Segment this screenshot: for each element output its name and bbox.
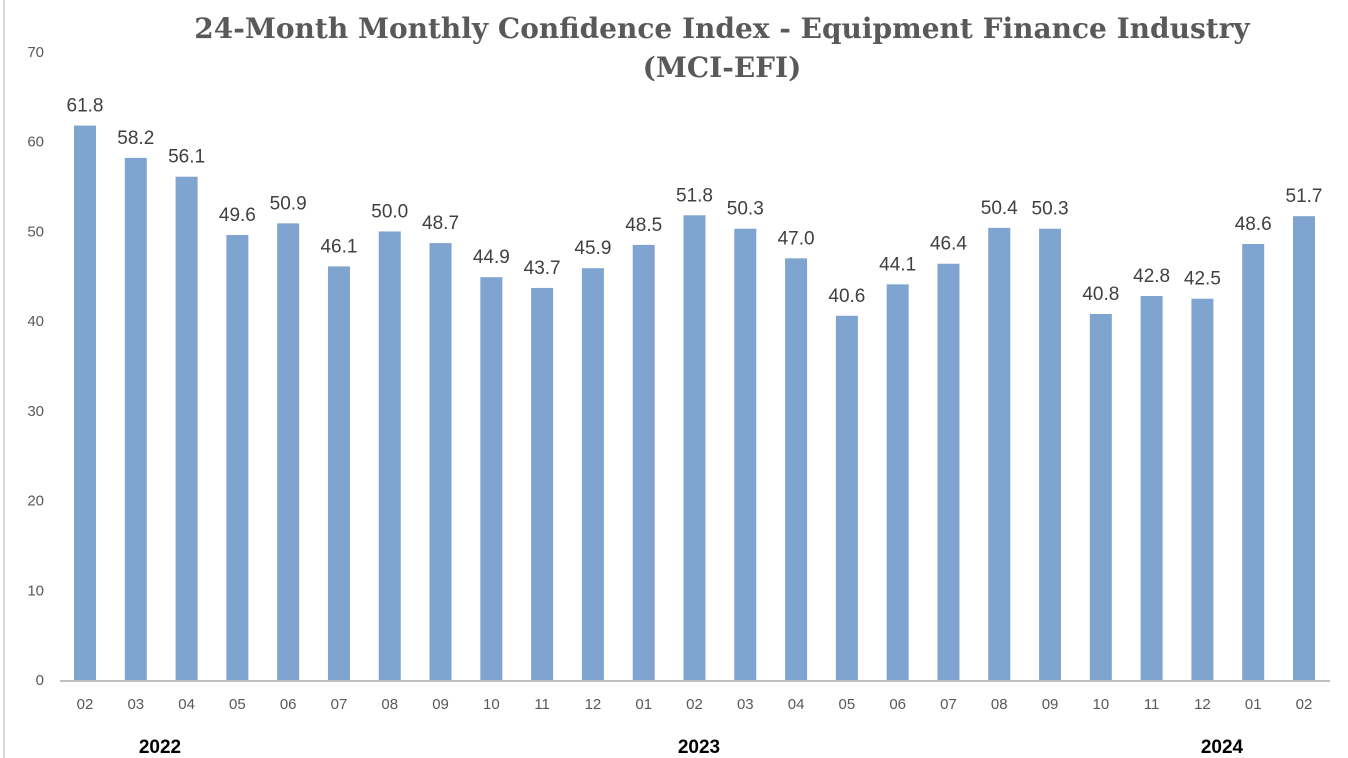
data-label: 47.0 xyxy=(778,228,815,249)
x-tick-label: 07 xyxy=(940,696,957,713)
bar xyxy=(886,284,909,681)
chart-frame-border xyxy=(3,0,5,758)
bar xyxy=(429,243,452,681)
y-tick-label: 0 xyxy=(36,672,44,689)
bar xyxy=(785,258,808,681)
year-group-label: 2023 xyxy=(678,737,720,758)
y-tick-label: 20 xyxy=(27,493,44,510)
y-tick-label: 40 xyxy=(27,313,44,330)
data-label: 40.6 xyxy=(828,286,865,307)
x-tick-label: 11 xyxy=(1144,696,1160,713)
year-group-label: 2024 xyxy=(1201,737,1244,758)
data-label: 61.8 xyxy=(67,96,104,117)
x-tick-label: 12 xyxy=(585,696,602,713)
data-label: 48.5 xyxy=(625,215,662,236)
bar xyxy=(937,263,960,681)
bar xyxy=(480,277,503,681)
bar xyxy=(734,228,757,682)
x-tick-label: 02 xyxy=(1296,696,1313,713)
data-label: 42.8 xyxy=(1133,266,1170,287)
data-label: 45.9 xyxy=(574,238,611,259)
data-label: 42.5 xyxy=(1184,269,1221,290)
data-label: 46.1 xyxy=(320,236,357,257)
bar xyxy=(835,315,858,681)
data-label: 51.8 xyxy=(676,185,713,206)
bar xyxy=(1039,228,1062,682)
data-label: 50.4 xyxy=(981,198,1018,219)
y-tick-label: 70 xyxy=(27,44,44,61)
x-tick-label: 10 xyxy=(483,696,500,713)
data-label: 56.1 xyxy=(168,147,205,168)
bar xyxy=(378,231,401,681)
data-label: 48.7 xyxy=(422,213,459,234)
data-label: 40.8 xyxy=(1082,284,1119,305)
y-tick-label: 50 xyxy=(27,223,44,240)
bar xyxy=(683,215,706,681)
bar xyxy=(531,287,554,681)
x-tick-label: 02 xyxy=(686,696,703,713)
data-label: 44.1 xyxy=(879,254,916,275)
x-tick-label: 09 xyxy=(432,696,449,713)
y-tick-label: 10 xyxy=(27,582,44,599)
x-tick-label: 08 xyxy=(381,696,398,713)
x-tick-label: 04 xyxy=(788,696,805,713)
bar xyxy=(581,268,604,681)
bar xyxy=(74,125,96,681)
x-tick-label: 06 xyxy=(280,696,297,713)
x-tick-label: 06 xyxy=(889,696,906,713)
bar xyxy=(327,266,350,681)
data-label: 46.4 xyxy=(930,234,967,255)
bar xyxy=(632,244,655,681)
bar xyxy=(226,235,249,681)
x-tick-label: 01 xyxy=(1245,696,1262,713)
x-tick-label: 08 xyxy=(991,696,1008,713)
x-tick-label: 01 xyxy=(635,696,652,713)
data-label: 50.3 xyxy=(1032,199,1069,220)
x-tick-label: 05 xyxy=(839,696,856,713)
x-tick-label: 09 xyxy=(1042,696,1059,713)
bar xyxy=(1242,243,1265,681)
data-label: 50.9 xyxy=(270,193,307,214)
data-label: 43.7 xyxy=(524,258,561,279)
chart-title-line-2: (MCI-EFI) xyxy=(643,51,802,84)
data-label: 49.6 xyxy=(219,205,256,226)
x-tick-label: 03 xyxy=(127,696,144,713)
bar xyxy=(175,176,198,681)
data-label: 51.7 xyxy=(1286,186,1323,207)
data-label: 48.6 xyxy=(1235,214,1272,235)
x-tick-label: 03 xyxy=(737,696,754,713)
x-tick-label: 11 xyxy=(534,696,550,713)
y-tick-label: 30 xyxy=(27,403,44,420)
x-tick-label: 10 xyxy=(1092,696,1109,713)
bar xyxy=(277,223,300,681)
bar xyxy=(1191,298,1214,681)
bar xyxy=(1293,216,1315,682)
year-group-label: 2022 xyxy=(139,737,181,758)
bar xyxy=(124,157,147,681)
x-tick-label: 07 xyxy=(331,696,348,713)
data-label: 50.3 xyxy=(727,199,764,220)
bar xyxy=(1140,296,1163,681)
bar xyxy=(988,227,1011,681)
chart-title-line-1: 24-Month Monthly Confidence Index - Equi… xyxy=(194,12,1250,45)
data-label: 58.2 xyxy=(117,128,154,149)
y-tick-label: 60 xyxy=(27,134,44,151)
x-tick-label: 05 xyxy=(229,696,246,713)
x-tick-label: 02 xyxy=(77,696,94,713)
data-label: 44.9 xyxy=(473,247,510,268)
x-tick-label: 04 xyxy=(178,696,195,713)
x-tick-label: 12 xyxy=(1194,696,1211,713)
bar xyxy=(1089,313,1112,681)
data-label: 50.0 xyxy=(371,201,408,222)
